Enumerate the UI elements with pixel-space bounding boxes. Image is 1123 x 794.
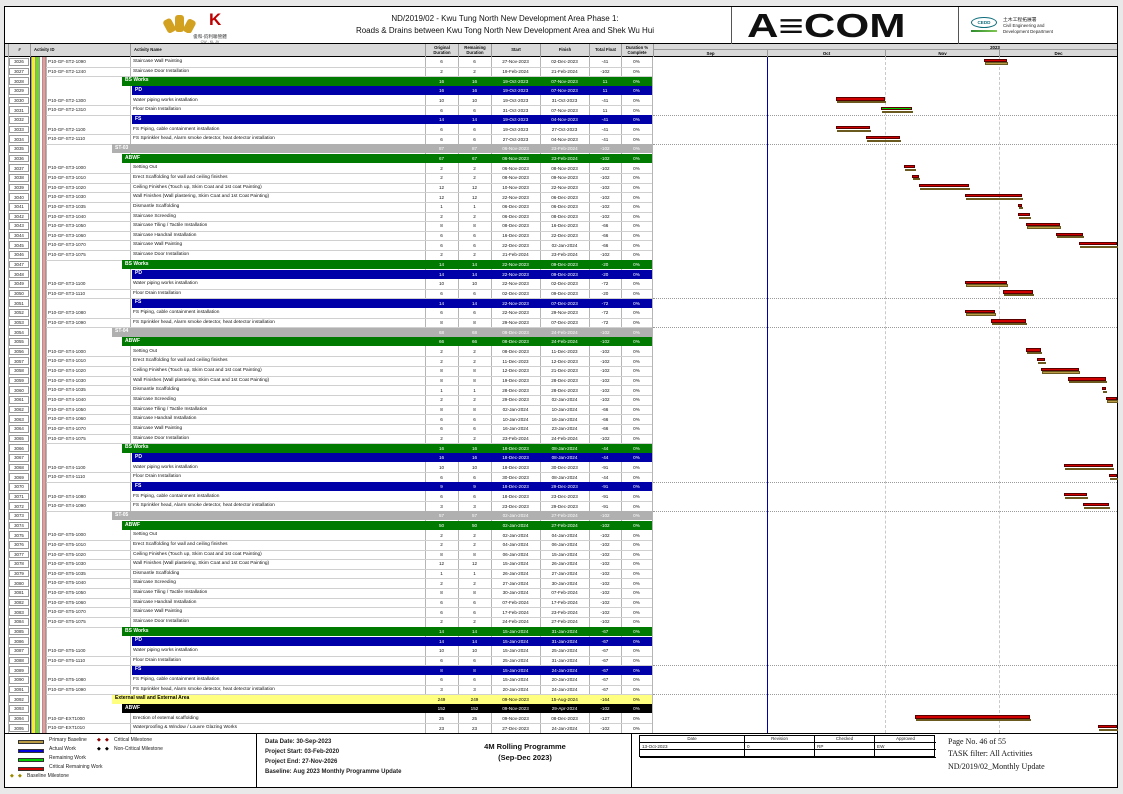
legend: Primary Baseline Actual Work Remaining Wor… [5, 733, 257, 788]
legend-swatch-diamond: ◆ [10, 772, 14, 779]
column-header-2: Activity Name [130, 44, 425, 57]
jv-name-chinese: 俊和-鈞利聯營體 [193, 34, 227, 39]
legend-label: Actual Work [49, 746, 76, 752]
revision-cell: RP [814, 742, 874, 750]
programme-title: 4M Rolling Programme [484, 742, 566, 751]
project-info-block: Data Date: 30-Sep-2023 Project Start: 03… [265, 738, 465, 778]
aecom-logo: A≡COM [747, 7, 906, 44]
legend-label: Non-Critical Milestone [114, 746, 163, 752]
jv-name-en: CW - KL JV [200, 40, 220, 44]
update-name: ND/2019/02_Monthly Update [948, 761, 1045, 771]
header-divider-1 [731, 7, 732, 44]
project-start-label: Project Start: 03-Feb-2020 [265, 748, 340, 755]
task-filter: TASK filter: All Activities [948, 749, 1033, 759]
page-title-line1: ND/2019/02 - Kwu Tung North New Developm… [391, 14, 619, 23]
revision-cell: EW [874, 742, 936, 750]
page-title-line2: Roads & Drains between Kwu Tong North Ne… [355, 26, 655, 35]
column-header-4: Remaining Duration [458, 44, 491, 57]
page-title: ND/2019/02 - Kwu Tung North New Developm… [280, 13, 730, 37]
legend-swatch-bar [18, 757, 44, 762]
jv-logo: K 俊和-鈞利聯營體 CW - KL JV [155, 10, 265, 44]
programme-subtitle: (Sep-Dec 2023) [498, 753, 552, 762]
footer-divider [631, 734, 632, 787]
legend-label: Primary Baseline [49, 737, 87, 743]
timeline-month-Nov: Nov [885, 50, 999, 57]
revision-cell: 13-Oct-2023 [640, 743, 744, 750]
legend-swatch-diamond: ◆ [105, 745, 109, 752]
data-date-label: Data Date: 30-Sep-2023 [265, 739, 332, 745]
cedd-logo: CEDD 土木工程拓展署 Civil Engineering and Devel… [967, 13, 1117, 41]
legend-swatch-diamond: ◆ [97, 745, 101, 752]
legend-swatch-diamond: ◆ [97, 736, 101, 743]
column-header-3: Original Duration [425, 44, 458, 57]
revision-cell [874, 750, 936, 758]
jv-k-icon: K [209, 10, 222, 29]
column-header-7: Total Float [589, 44, 621, 57]
timeline-month-Dec: Dec [999, 50, 1117, 57]
column-header-6: Finish [540, 44, 589, 57]
legend-label: Remaining Work [49, 755, 86, 761]
cedd-name-en2: Development Department [1003, 29, 1054, 34]
cedd-wave-icon [971, 30, 997, 32]
revision-header-Approved: Approved [874, 736, 936, 743]
header-divider-2 [958, 7, 959, 44]
timeline-month-Sep: Sep [653, 50, 767, 57]
legend-swatch-diamond: ◆ [18, 772, 22, 779]
revision-header-Checked: Checked [814, 736, 874, 743]
legend-swatch-diamond: ◆ [105, 736, 109, 743]
revision-header-Date: Date [640, 736, 744, 743]
page-border [4, 6, 1118, 788]
project-end-label: Project End: 27-Nov-2026 [265, 758, 338, 765]
column-header-0: # [8, 44, 30, 57]
column-header-5: Start [491, 44, 540, 57]
revision-header-Revision: Revision [744, 736, 814, 743]
legend-label: Critical Remaining Work [49, 764, 103, 770]
header-band: K 俊和-鈞利聯營體 CW - KL JV ND/2019/02 - Kwu T… [5, 7, 1117, 44]
table-bottom-line [5, 733, 1117, 734]
revision-cell [814, 750, 874, 758]
page-number: Page No. 46 of 55 [948, 737, 1006, 746]
column-header-1: Activity ID [30, 44, 130, 57]
cedd-badge-icon: CEDD [971, 17, 997, 28]
page-info-block: Page No. 46 of 55 TASK filter: All Activ… [948, 736, 1118, 773]
baseline-label: Baseline: Aug 2023 Monthly Programme Upd… [265, 768, 402, 775]
programme-title-block: 4M Rolling Programme (Sep-Dec 2023) [440, 741, 610, 762]
column-header-8: Duration % Complete [621, 44, 652, 57]
revision-cell [744, 750, 814, 758]
revision-cell: 0 [744, 742, 814, 750]
revision-cell [640, 750, 744, 758]
cedd-name-en1: Civil Engineering and [1003, 23, 1045, 28]
jv-fan-icon [163, 15, 196, 33]
timeline-month-Oct: Oct [767, 50, 885, 57]
legend-swatch-bar [18, 739, 44, 744]
timeline-year-band [653, 44, 1117, 50]
cedd-name-chinese: 土木工程拓展署 [1003, 18, 1037, 23]
timeline-year-label: 2023 [990, 44, 1000, 50]
revision-table: Date Revision Checked Approved 13-Oct-2023 0 R… [639, 735, 936, 758]
legend-label: Baseline Milestone [27, 773, 69, 779]
legend-swatch-bar [18, 748, 44, 753]
legend-swatch-bar [18, 766, 44, 771]
table-header: # Activity ID Activity Name Original Durati… [5, 44, 1117, 57]
legend-label: Critical Milestone [114, 737, 153, 743]
